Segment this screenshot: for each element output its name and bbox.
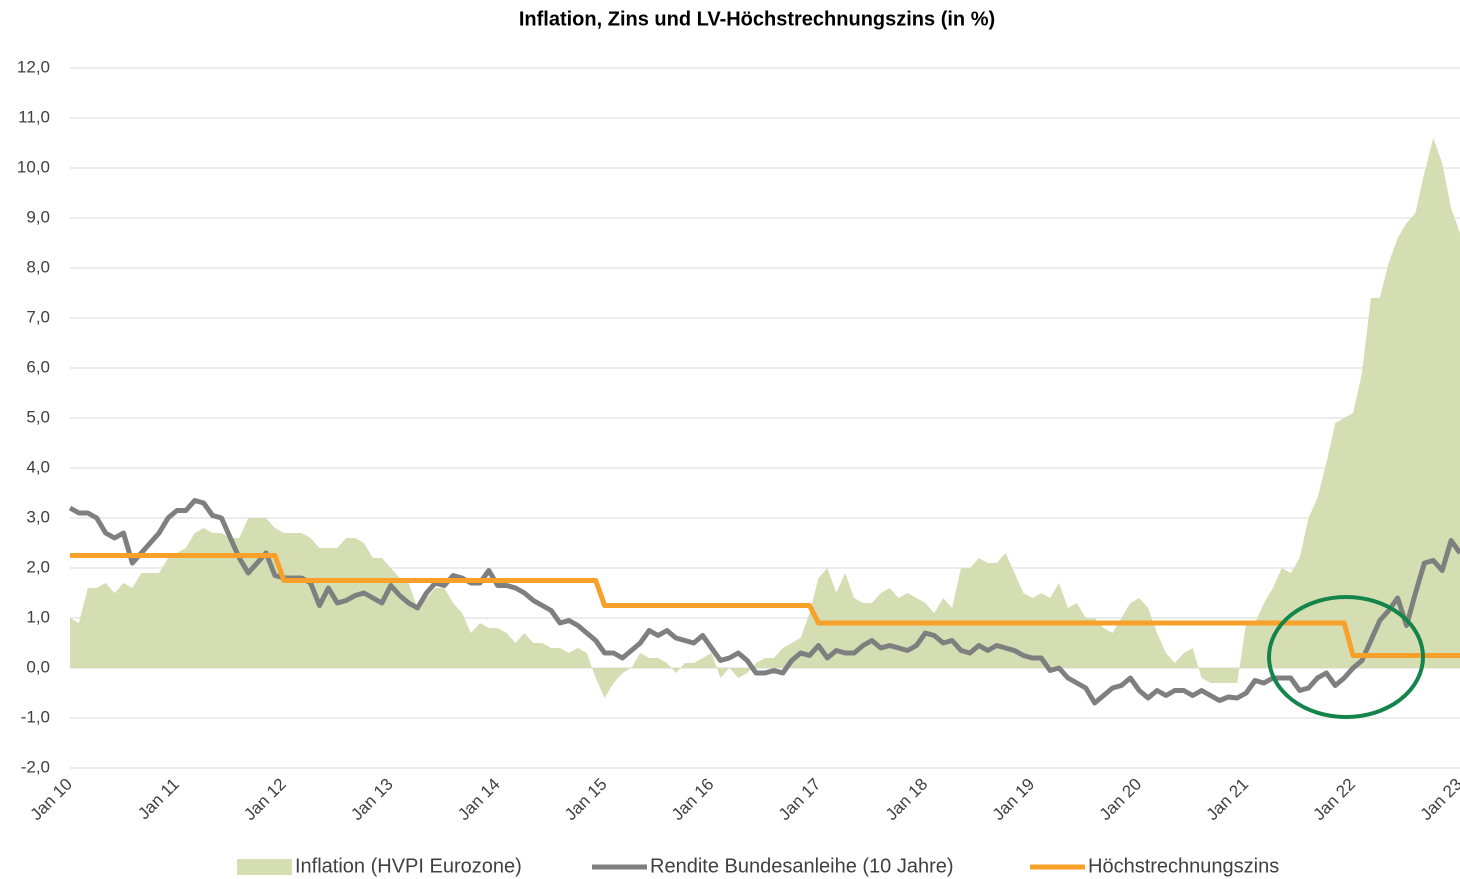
y-tick-label: 2,0 (26, 557, 50, 576)
x-tick-label: Jan 15 (561, 775, 611, 825)
chart-title: Inflation, Zins und LV-Höchstrechnungszi… (519, 8, 995, 30)
x-tick-label: Jan 11 (134, 775, 183, 824)
y-tick-label: 11,0 (18, 107, 50, 126)
x-tick-label: Jan 22 (1310, 775, 1360, 825)
x-tick-label: Jan 13 (347, 775, 397, 825)
x-tick-label: Jan 14 (454, 775, 504, 825)
x-tick-label: Jan 12 (240, 775, 290, 825)
y-tick-label: 5,0 (26, 407, 50, 426)
x-tick-label: Jan 10 (26, 775, 76, 825)
legend-label: Inflation (HVPI Eurozone) (295, 855, 522, 877)
y-tick-label: 8,0 (26, 257, 50, 276)
y-tick-label: 6,0 (26, 357, 50, 376)
axes: -2,0 -1,0 0,0 1,0 2,0 3,0 4,0 5,0 6,0 7,0 8,0 9,0 10… (17, 57, 1460, 824)
highlight-ellipse (1267, 595, 1425, 719)
inflation-area (70, 138, 1460, 698)
plot (68, 138, 1460, 706)
grid (70, 67, 1460, 769)
y-tick-label: 7,0 (26, 307, 50, 326)
y-tick-label: -1,0 (21, 707, 50, 726)
series-line (70, 553, 1460, 658)
legend: Inflation (HVPI Eurozone) Rendite Bundesa… (237, 855, 1279, 877)
y-tick-label: 3,0 (26, 507, 50, 526)
legend-swatch (237, 859, 292, 875)
x-tick-label: Jan 17 (775, 775, 825, 825)
legend-label: Rendite Bundesanleihe (10 Jahre) (650, 855, 954, 877)
x-tick-label: Jan 20 (1096, 775, 1146, 825)
y-tick-label: 12,0 (17, 57, 50, 76)
y-tick-label: 4,0 (26, 457, 50, 476)
y-tick-label: 9,0 (26, 207, 50, 226)
y-tick-label: 0,0 (26, 657, 50, 676)
x-tick-label: Jan 18 (882, 775, 932, 825)
x-tick-label: Jan 19 (989, 775, 1039, 825)
x-tick-label: Jan 16 (668, 775, 718, 825)
legend-label: Höchstrechnungszins (1088, 855, 1279, 877)
y-tick-label: 10,0 (17, 157, 50, 176)
x-tick-label: Jan 23 (1416, 775, 1460, 825)
x-tick-label: Jan 21 (1203, 775, 1253, 825)
y-tick-label: 1,0 (26, 607, 50, 626)
y-tick-label: -2,0 (21, 757, 50, 776)
